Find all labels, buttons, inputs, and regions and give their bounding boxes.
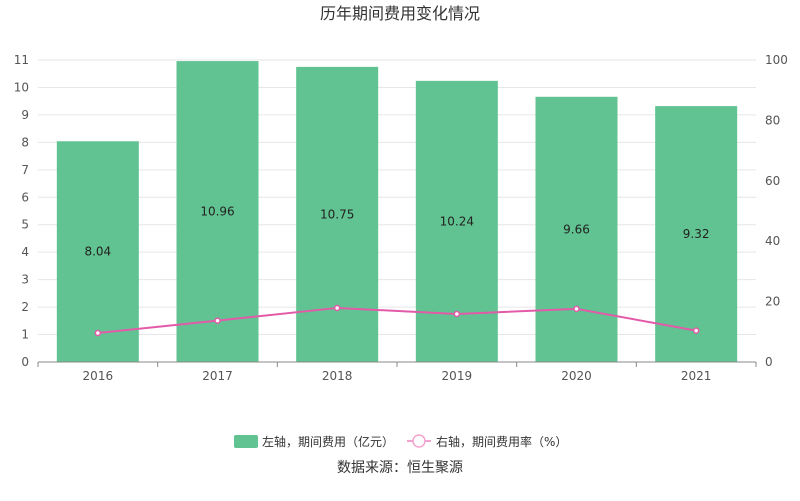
chart-title: 历年期间费用变化情况	[320, 4, 480, 23]
bar-value-label: 10.75	[320, 207, 354, 221]
y-right-tick-label: 80	[765, 113, 780, 127]
y-left-tick-label: 6	[21, 190, 29, 204]
rate-line-path	[97, 306, 697, 335]
legend-label-rate[interactable]: 右轴，期间费用率（%）	[436, 434, 567, 449]
y-left-tick-label: 10	[14, 80, 29, 94]
y-left-tick-label: 9	[21, 108, 29, 122]
x-tick-label: 2020	[561, 369, 592, 383]
rate-point-2017	[214, 317, 221, 324]
y-right-tick-label: 20	[765, 295, 780, 309]
bar-value-label: 8.04	[84, 245, 111, 259]
bar-value-label: 10.24	[440, 214, 474, 228]
bar-2018	[296, 66, 379, 362]
y-right-tick-label: 0	[765, 355, 773, 369]
legend-label-expense[interactable]: 左轴，期间费用（亿元）	[262, 434, 394, 449]
data-source: 数据来源：恒生聚源	[337, 460, 463, 476]
gridlines	[38, 59, 756, 363]
bar-value-label: 10.96	[200, 205, 234, 219]
y-right-tick-label: 100	[765, 53, 788, 67]
bar-2017	[176, 61, 259, 363]
y-left-tick-label: 3	[21, 273, 29, 287]
rate-point-2016	[94, 329, 102, 337]
axes: 0 1 2 3 4 5 6 7 8 9 10 11 0 20 40 60 80 100 2016 2017 2018 20…	[14, 53, 788, 383]
rate-line	[94, 304, 700, 337]
bar-value-label: 9.66	[563, 222, 590, 236]
y-left-tick-label: 4	[21, 245, 29, 259]
x-tick-label: 2018	[322, 369, 353, 383]
y-left-tick-label: 5	[21, 218, 29, 232]
y-left-tick-label: 2	[21, 300, 29, 314]
bar-2021	[655, 106, 738, 363]
legend-swatch-expense[interactable]	[234, 435, 258, 448]
x-tick-label: 2019	[442, 369, 473, 383]
y-left-tick-label: 8	[21, 135, 29, 149]
x-tick-label: 2017	[202, 369, 233, 383]
y-left-tick-label: 7	[21, 163, 29, 177]
y-right-tick-label: 60	[765, 174, 780, 188]
legend[interactable]: 左轴，期间费用（亿元） 右轴，期间费用率（%）	[234, 434, 567, 449]
legend-swatch-rate-marker[interactable]	[412, 434, 426, 448]
bar-labels: 8.04 10.96 10.75 10.24 9.66 9.32	[84, 205, 709, 259]
y-right-tick-label: 40	[765, 234, 780, 248]
y-left-tick-label: 1	[21, 328, 29, 342]
y-left-tick-label: 11	[14, 53, 29, 67]
bar-2016	[56, 141, 139, 362]
bar-2020	[535, 96, 618, 362]
rate-point-2021	[692, 327, 700, 334]
rate-point-2019	[453, 310, 461, 318]
bars	[56, 61, 738, 363]
y-left-tick-label: 0	[21, 355, 29, 369]
rate-point-2020	[573, 305, 580, 313]
x-tick-label: 2021	[681, 369, 712, 383]
x-tick-label: 2016	[83, 369, 114, 383]
rate-point-2018	[333, 304, 341, 312]
bar-value-label: 9.32	[683, 227, 710, 241]
